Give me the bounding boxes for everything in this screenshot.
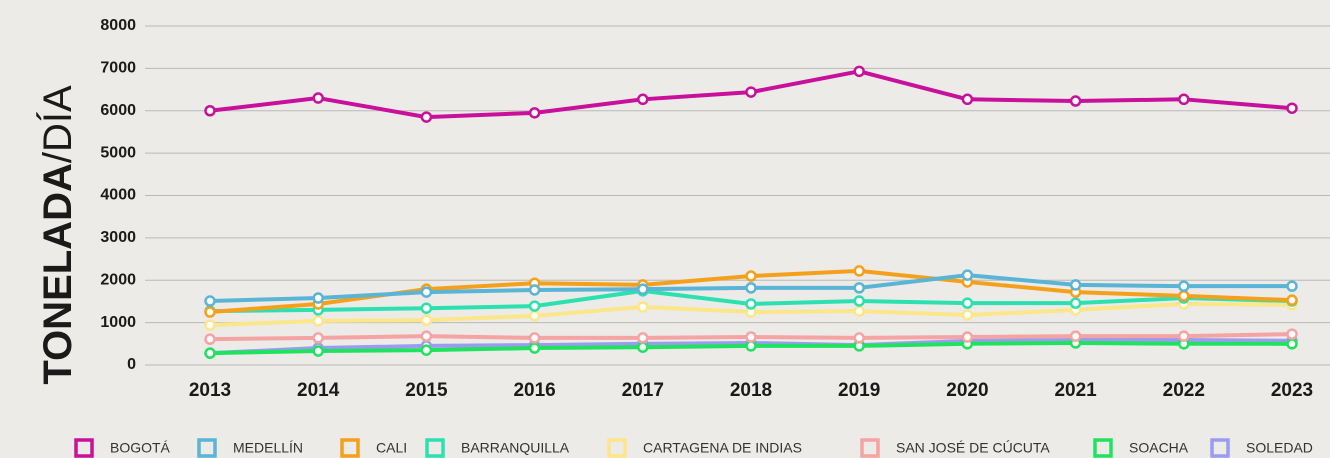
data-point xyxy=(1286,328,1298,340)
data-point xyxy=(312,332,324,344)
legend-label: SOACHA xyxy=(1129,440,1189,456)
data-point xyxy=(420,302,433,314)
data-point xyxy=(312,92,324,104)
legend-label: CALI xyxy=(376,440,407,456)
data-point xyxy=(312,292,324,304)
data-point xyxy=(637,332,649,344)
x-tick-label: 2017 xyxy=(622,380,664,401)
data-point xyxy=(1178,93,1190,106)
y-tick-label: 0 xyxy=(127,356,136,373)
data-point xyxy=(204,295,216,307)
x-tick-label: 2023 xyxy=(1271,380,1313,401)
data-point xyxy=(637,301,649,313)
data-point xyxy=(961,309,974,321)
legend-swatch xyxy=(425,438,445,458)
data-point xyxy=(420,344,433,356)
data-point xyxy=(204,306,216,318)
data-point xyxy=(1178,290,1190,302)
x-tick-label: 2022 xyxy=(1163,380,1205,401)
data-point xyxy=(1286,102,1298,114)
y-tick-label: 5000 xyxy=(100,144,136,161)
data-point xyxy=(745,331,757,343)
data-point xyxy=(312,315,324,327)
legend-label: SAN JOSÉ DE CÚCUTA xyxy=(896,440,1050,456)
y-tick-label: 4000 xyxy=(100,187,136,204)
legend-label: CARTAGENA DE INDIAS xyxy=(643,440,802,456)
data-point xyxy=(1178,280,1190,292)
data-point xyxy=(853,332,865,344)
data-point xyxy=(853,305,865,317)
data-point xyxy=(1286,294,1298,306)
legend-swatch xyxy=(607,438,627,458)
data-point xyxy=(637,341,649,353)
x-tick-label: 2020 xyxy=(946,380,988,401)
data-point xyxy=(528,310,541,322)
data-point xyxy=(204,105,216,117)
x-tick-label: 2021 xyxy=(1054,380,1097,401)
x-tick-label: 2016 xyxy=(513,380,555,401)
data-point xyxy=(961,269,974,281)
data-point xyxy=(1069,279,1082,291)
x-tick-label: 2015 xyxy=(405,380,448,401)
legend-swatch xyxy=(340,438,360,458)
data-point xyxy=(853,265,865,277)
data-point xyxy=(528,332,541,344)
data-point xyxy=(961,331,974,343)
data-point xyxy=(528,284,541,296)
data-point xyxy=(745,282,757,294)
legend-swatch xyxy=(74,438,94,458)
legend-swatch xyxy=(197,438,217,458)
data-point xyxy=(637,93,649,106)
y-axis-label: TONELADA/DÍA xyxy=(35,85,80,385)
legend-label: BARRANQUILLA xyxy=(461,440,570,456)
x-tick-label: 2014 xyxy=(297,380,340,401)
legend-label: MEDELLÍN xyxy=(233,440,303,456)
y-tick-label: 7000 xyxy=(100,60,136,77)
data-point xyxy=(1286,280,1298,292)
data-point xyxy=(312,345,324,357)
legend-swatch xyxy=(1210,438,1230,458)
legend-swatch xyxy=(1093,438,1113,458)
data-point xyxy=(528,107,541,119)
data-point xyxy=(204,347,216,359)
legend-label: BOGOTÁ xyxy=(110,440,171,456)
y-tick-label: 3000 xyxy=(100,229,136,246)
data-point xyxy=(637,283,649,295)
data-point xyxy=(204,333,216,345)
data-point xyxy=(528,300,541,312)
data-point xyxy=(961,93,974,106)
data-point xyxy=(853,282,865,294)
y-label-light: /DÍA xyxy=(35,85,80,163)
y-tick-label: 1000 xyxy=(100,314,136,331)
data-point xyxy=(420,314,433,326)
data-point xyxy=(1069,297,1082,309)
data-point xyxy=(1069,330,1082,342)
data-point xyxy=(528,342,541,354)
y-tick-label: 2000 xyxy=(100,271,136,288)
x-tick-label: 2018 xyxy=(730,380,772,401)
legend-label: SOLEDAD xyxy=(1246,440,1313,456)
data-point xyxy=(204,319,216,331)
data-point xyxy=(1069,95,1082,107)
x-tick-label: 2019 xyxy=(838,380,880,401)
y-tick-label: 6000 xyxy=(100,102,136,119)
legend-swatch xyxy=(860,438,880,458)
data-point xyxy=(853,65,865,78)
data-point xyxy=(961,297,974,309)
data-point xyxy=(745,298,757,310)
y-tick-label: 8000 xyxy=(100,17,136,34)
data-point xyxy=(420,111,433,123)
data-point xyxy=(420,330,433,342)
y-label-bold: TONELADA xyxy=(36,163,80,384)
data-point xyxy=(420,286,433,298)
data-point xyxy=(853,295,865,307)
x-tick-label: 2013 xyxy=(189,380,231,401)
data-point xyxy=(1286,338,1298,350)
data-point xyxy=(745,270,757,282)
data-point xyxy=(1178,330,1190,342)
data-point xyxy=(745,86,757,98)
